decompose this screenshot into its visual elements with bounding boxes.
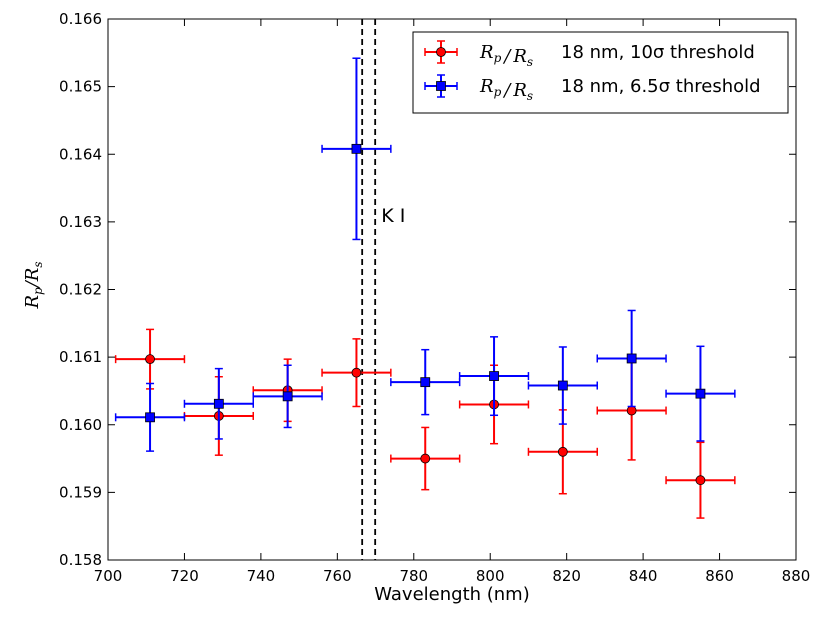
x-axis-title: Wavelength (nm) xyxy=(374,584,530,605)
y-axis-title-math: Rp/Rs xyxy=(22,261,45,309)
data-point xyxy=(114,328,186,390)
point-marker xyxy=(213,398,224,409)
data-point xyxy=(527,346,598,425)
data-point xyxy=(183,367,254,440)
data-point xyxy=(114,382,186,452)
y-tick-label: 0.158 xyxy=(59,551,102,569)
x-tick-label: 860 xyxy=(705,567,734,585)
x-tick-label: 800 xyxy=(476,567,505,585)
point-marker xyxy=(351,367,362,378)
point-marker xyxy=(489,371,499,381)
x-tick-label: 720 xyxy=(170,567,199,585)
point-marker xyxy=(626,405,637,416)
y-tick-label: 0.165 xyxy=(59,78,102,96)
point-marker xyxy=(557,380,568,391)
legend-math: Rp / Rs xyxy=(479,76,533,103)
series-1 xyxy=(114,57,736,452)
legend-label: 18 nm, 10σ threshold xyxy=(561,42,755,63)
point-marker xyxy=(695,475,706,486)
x-tick-label: 880 xyxy=(782,567,811,585)
legend: Rp / Rs 18 nm, 10σ threshold Rp / Rs 18 nm, 6.5… xyxy=(412,31,789,114)
point-marker xyxy=(695,388,706,399)
point-marker xyxy=(626,353,637,364)
y-tick-label: 0.164 xyxy=(59,145,102,163)
data-point xyxy=(596,309,667,408)
point-marker xyxy=(282,391,293,402)
point-marker xyxy=(145,354,155,365)
data-point xyxy=(390,426,461,491)
y-axis-title: Rp/Rs xyxy=(22,261,45,309)
data-point xyxy=(321,57,392,241)
data-point xyxy=(252,364,323,429)
y-tick-label: 0.159 xyxy=(59,483,102,501)
legend-label: 18 nm, 6.5σ threshold xyxy=(561,76,761,97)
x-tick-label: 820 xyxy=(552,567,581,585)
y-tick-label: 0.162 xyxy=(59,281,102,299)
y-tick-label: 0.163 xyxy=(59,213,102,231)
legend-math: Rp / Rs xyxy=(479,42,533,69)
series-layer xyxy=(114,57,736,519)
point-marker xyxy=(420,377,431,388)
point-marker xyxy=(557,446,568,457)
y-tick-label: 0.160 xyxy=(59,416,102,434)
data-point xyxy=(321,338,392,408)
point-marker xyxy=(145,412,155,423)
legend-marker xyxy=(436,81,446,91)
x-tick-label: 840 xyxy=(629,567,658,585)
legend-marker xyxy=(436,47,446,57)
point-marker xyxy=(351,143,362,154)
x-tick-label: 780 xyxy=(399,567,428,585)
y-tick-label: 0.161 xyxy=(59,348,102,366)
y-tick-label: 0.166 xyxy=(59,10,102,28)
data-point xyxy=(665,345,736,442)
x-tick-label: 740 xyxy=(247,567,276,585)
legend-box xyxy=(412,31,789,114)
data-point xyxy=(665,441,736,519)
vertical-lines xyxy=(361,19,377,560)
axis-ticks: 700 720 740 760 780 800 820 840 860 880 0.158 0.159… xyxy=(59,10,810,585)
legend-entry-0: Rp / Rs 18 nm, 10σ threshold xyxy=(424,40,755,69)
data-point xyxy=(390,348,461,416)
legend-entry-1: Rp / Rs 18 nm, 6.5σ threshold xyxy=(424,74,761,103)
x-tick-label: 700 xyxy=(94,567,123,585)
point-marker xyxy=(420,453,431,464)
annotation-k-i: K I xyxy=(381,205,405,227)
x-tick-label: 760 xyxy=(323,567,352,585)
data-point xyxy=(458,336,530,417)
